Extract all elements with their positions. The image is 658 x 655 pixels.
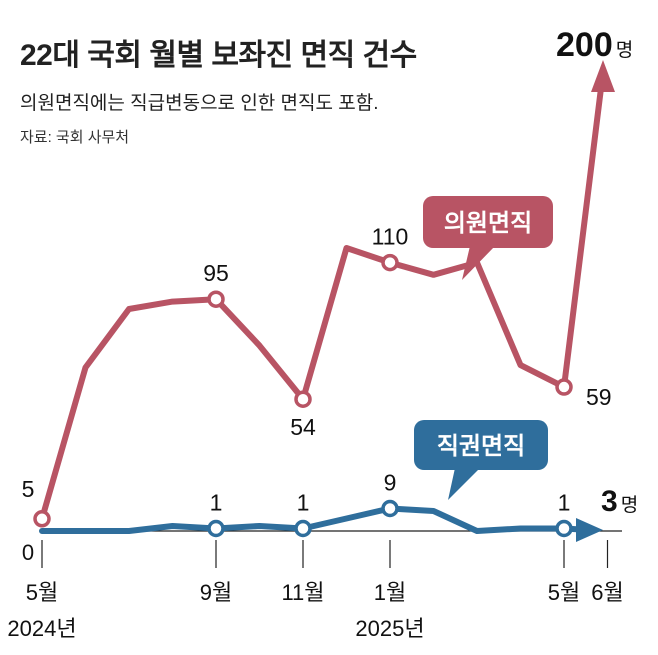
year-label-8: 2025년 bbox=[355, 616, 424, 641]
callout-red-box bbox=[423, 196, 553, 248]
data-label-red-6: 54 bbox=[290, 414, 316, 440]
data-label-red-4: 95 bbox=[203, 260, 229, 286]
callout-red: 의원면직 bbox=[423, 196, 553, 280]
zero-label: 0 bbox=[22, 540, 34, 565]
callout-blue-tail bbox=[448, 468, 480, 500]
point-marker-red-8 bbox=[381, 253, 399, 272]
point-marker-blue-6 bbox=[294, 519, 312, 538]
end-label-unit-red: 명 bbox=[616, 39, 633, 61]
point-marker-blue-12 bbox=[555, 519, 573, 538]
end-label-unit-blue: 명 bbox=[621, 494, 638, 516]
point-marker-blue-8 bbox=[381, 499, 399, 518]
chart-source: 자료: 국회 사무처 bbox=[20, 129, 130, 146]
callout-red-label: 의원면직 bbox=[444, 210, 532, 237]
x-tick-label-4: 9월 bbox=[200, 580, 232, 605]
point-marker-red-0 bbox=[33, 510, 51, 528]
series-arrowhead-red bbox=[591, 60, 615, 92]
data-label-blue-4: 1 bbox=[210, 490, 223, 516]
data-label-red-12: 59 bbox=[586, 384, 612, 410]
series-line-red bbox=[39, 69, 606, 522]
series-line-blue bbox=[39, 505, 593, 534]
data-label-blue-6: 1 bbox=[297, 490, 310, 516]
chart-title: 22대 국회 월별 보좌진 면직 건수 bbox=[20, 39, 417, 72]
year-label-0: 2024년 bbox=[7, 616, 76, 641]
end-label-red: 200 명 bbox=[556, 26, 633, 64]
chart-subtitle: 의원면직에는 직급변동으로 인한 면직도 포함. bbox=[20, 93, 379, 114]
data-label-red-8: 110 bbox=[372, 224, 409, 250]
point-marker-red-12 bbox=[555, 378, 573, 396]
x-tick-label-0: 5월 bbox=[26, 580, 58, 605]
end-label-value-blue: 3 bbox=[601, 485, 618, 518]
point-marker-red-6 bbox=[294, 390, 312, 408]
end-label-value-red: 200 bbox=[556, 26, 613, 64]
callout-blue-label: 직권면직 bbox=[437, 433, 525, 460]
x-tick-label-12: 5월 bbox=[548, 580, 580, 605]
point-marker-red-4 bbox=[207, 290, 225, 308]
data-label-blue-12: 1 bbox=[558, 490, 571, 516]
data-label-blue-8: 9 bbox=[384, 470, 397, 496]
series-arrowhead-blue bbox=[576, 518, 603, 542]
point-marker-blue-4 bbox=[207, 519, 225, 538]
data-label-red-0: 5 bbox=[22, 476, 35, 502]
callout-blue-box bbox=[414, 420, 548, 470]
x-tick-label-13: 6월 bbox=[591, 580, 623, 605]
x-tick-label-8: 1월 bbox=[374, 580, 406, 605]
callout-blue: 직권면직 bbox=[414, 420, 548, 500]
x-tick-label-6: 11월 bbox=[281, 580, 324, 605]
